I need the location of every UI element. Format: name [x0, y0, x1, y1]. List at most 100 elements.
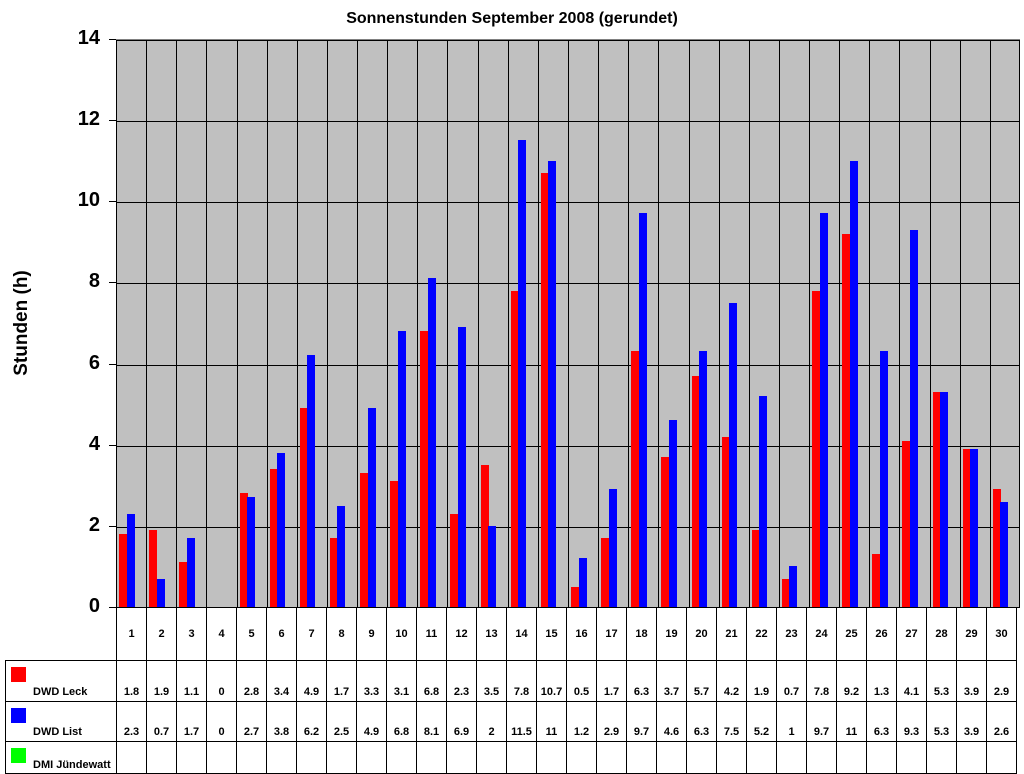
v-gridline — [1019, 40, 1020, 608]
value-cell: 1.7 — [326, 660, 357, 702]
value-cell: 1.2 — [566, 701, 597, 742]
category-cell: 18 — [626, 607, 657, 661]
value-cell: 3.3 — [356, 660, 387, 702]
value-cell: 0.5 — [566, 660, 597, 702]
bar-list-16 — [578, 558, 587, 607]
value-cell: 7.5 — [716, 701, 747, 742]
category-cell: 10 — [386, 607, 417, 661]
series-name: DWD List — [33, 726, 82, 738]
bar-list-13 — [488, 525, 497, 607]
series-row-list: DWD List 2.3 0.7 1.7 0 2.7 3.8 6.2 2.5 4.9 6.8 8.1… — [5, 701, 1017, 742]
bar-list-12 — [457, 327, 466, 607]
value-cell — [536, 741, 567, 774]
bar-list-27 — [909, 229, 918, 607]
value-cell: 0.7 — [776, 660, 807, 702]
bar-leck-8 — [329, 538, 338, 607]
value-cell — [836, 741, 867, 774]
value-cell: 6.3 — [686, 701, 717, 742]
bar-leck-20 — [691, 375, 700, 607]
value-cell: 4.9 — [296, 660, 327, 702]
category-cell: 8 — [326, 607, 357, 661]
category-row: 1 2 3 4 5 6 7 8 9 10 11 12 13 14 15 16 17 18 19 20 21 22 23 24 2… — [5, 607, 1017, 661]
bar-list-23 — [789, 566, 798, 607]
y-tick-label: 2 — [88, 513, 100, 536]
value-cell: 0 — [206, 701, 237, 742]
value-cell — [386, 741, 417, 774]
bar-list-29 — [970, 448, 979, 607]
value-cell: 3.7 — [656, 660, 687, 702]
y-tick-mark — [109, 120, 116, 122]
value-cell: 9.7 — [626, 701, 657, 742]
bar-list-14 — [518, 140, 527, 607]
category-cell: 30 — [986, 607, 1017, 661]
v-gridline — [718, 40, 720, 608]
value-cell: 2.9 — [986, 660, 1017, 702]
value-cell: 1.8 — [116, 660, 147, 702]
legend-entry-leck: DWD Leck — [5, 660, 117, 702]
value-cell — [476, 741, 507, 774]
value-cell — [266, 741, 297, 774]
bar-leck-25 — [842, 233, 851, 607]
category-cell: 19 — [656, 607, 687, 661]
category-cell: 5 — [236, 607, 267, 661]
bar-list-21 — [729, 302, 738, 607]
v-gridline — [959, 40, 961, 608]
bar-leck-24 — [812, 290, 821, 607]
value-cell: 9.7 — [806, 701, 837, 742]
value-cell — [746, 741, 777, 774]
value-cell: 2.6 — [986, 701, 1017, 742]
value-cell — [626, 741, 657, 774]
category-cell: 22 — [746, 607, 777, 661]
value-cell — [806, 741, 837, 774]
value-cell — [926, 741, 957, 774]
value-cell: 2.7 — [236, 701, 267, 742]
series-row-leck: DWD Leck 1.8 1.9 1.1 0 2.8 3.4 4.9 1.7 3.3 3.1 6.8… — [5, 660, 1017, 702]
bar-leck-5 — [239, 493, 248, 607]
v-gridline — [206, 40, 208, 608]
category-cell: 6 — [266, 607, 297, 661]
value-cell: 5.3 — [926, 660, 957, 702]
value-cell — [716, 741, 747, 774]
value-cell: 1 — [776, 701, 807, 742]
bar-leck-28 — [932, 391, 941, 607]
bar-leck-9 — [360, 473, 369, 607]
v-gridline — [929, 40, 931, 608]
category-cell: 24 — [806, 607, 837, 661]
bar-leck-16 — [571, 586, 579, 607]
bar-leck-12 — [450, 513, 459, 607]
v-gridline — [537, 40, 539, 608]
v-gridline — [748, 40, 750, 608]
value-cell: 8.1 — [416, 701, 447, 742]
v-gridline — [477, 40, 479, 608]
series-row-dmi: DMI Jündewatt — [5, 741, 1017, 774]
value-cell: 3.8 — [266, 701, 297, 742]
value-cell — [686, 741, 717, 774]
value-cell — [176, 741, 207, 774]
category-cell: 2 — [146, 607, 177, 661]
bar-leck-7 — [299, 408, 308, 607]
y-tick-label: 4 — [88, 432, 100, 455]
bar-leck-1 — [119, 533, 127, 607]
y-tick-mark — [109, 444, 116, 446]
bar-leck-22 — [751, 529, 760, 607]
value-cell: 1.3 — [866, 660, 897, 702]
value-cell: 3.9 — [956, 660, 987, 702]
v-gridline — [116, 40, 117, 608]
value-cell: 3.5 — [476, 660, 507, 702]
v-gridline — [266, 40, 268, 608]
bar-leck-15 — [540, 172, 549, 607]
v-gridline — [628, 40, 630, 608]
category-cell: 15 — [536, 607, 567, 661]
value-cell — [206, 741, 237, 774]
bar-leck-18 — [631, 351, 640, 607]
plot-area — [116, 39, 1020, 608]
value-cell: 3.1 — [386, 660, 417, 702]
value-cell: 5.7 — [686, 660, 717, 702]
v-gridline — [899, 40, 901, 608]
bar-list-25 — [849, 160, 858, 607]
bar-list-2 — [156, 578, 165, 607]
bar-leck-21 — [721, 436, 730, 607]
value-cell: 6.3 — [626, 660, 657, 702]
bar-list-6 — [277, 452, 286, 607]
category-cell: 9 — [356, 607, 387, 661]
